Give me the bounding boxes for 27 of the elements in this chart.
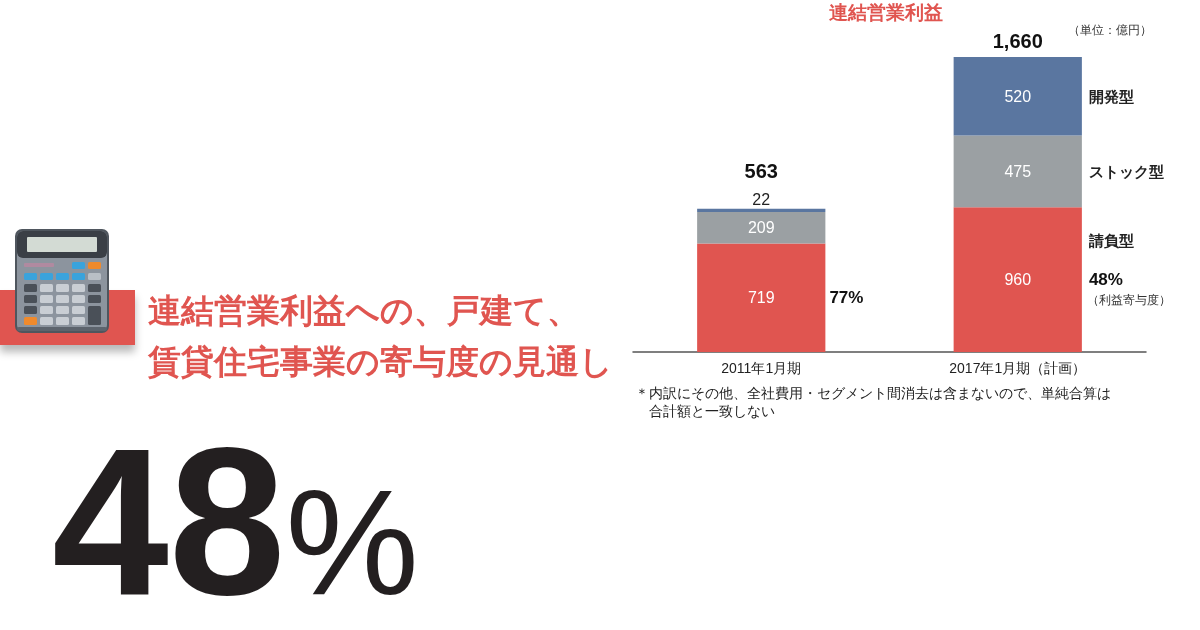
text: 48% [52,404,419,630]
bar [953,207,1082,352]
bar [697,243,826,352]
text: ＊内訳にその他、全社費用・セグメント間消去は含まないので、単純合算は合計額と一致しない [635,384,1112,420]
annotation: 563 [744,159,778,182]
data-label: 475 [1004,162,1032,180]
x-tick-label: 2017年1月期（計画） [949,360,1087,376]
annotation: （利益寄与度） [1086,292,1171,307]
bar [697,211,826,244]
text: （単位：億円） [1068,23,1152,37]
series-label: 開発型 [1088,87,1134,105]
annotation: 77% [829,288,864,308]
text: 連結営業利益への、戸建て、賃貸住宅事業の寄与度の見通し [148,291,614,382]
x-tick-label: 2011年1月期 [721,360,802,376]
chart-subtitle: 連結営業利益 [829,1,943,23]
bar [953,57,1082,136]
series-label: ストック型 [1088,162,1164,180]
data-label: 22 [752,191,771,209]
bar [953,135,1082,208]
annotation: 48% [1088,270,1123,290]
series-label: 請負型 [1087,231,1134,249]
bar [697,208,826,212]
text: 1,660 [992,30,1043,52]
data-label: 209 [747,219,775,237]
data-label: 960 [1004,271,1032,289]
data-label: 520 [1004,87,1032,105]
data-label: 719 [747,289,775,307]
